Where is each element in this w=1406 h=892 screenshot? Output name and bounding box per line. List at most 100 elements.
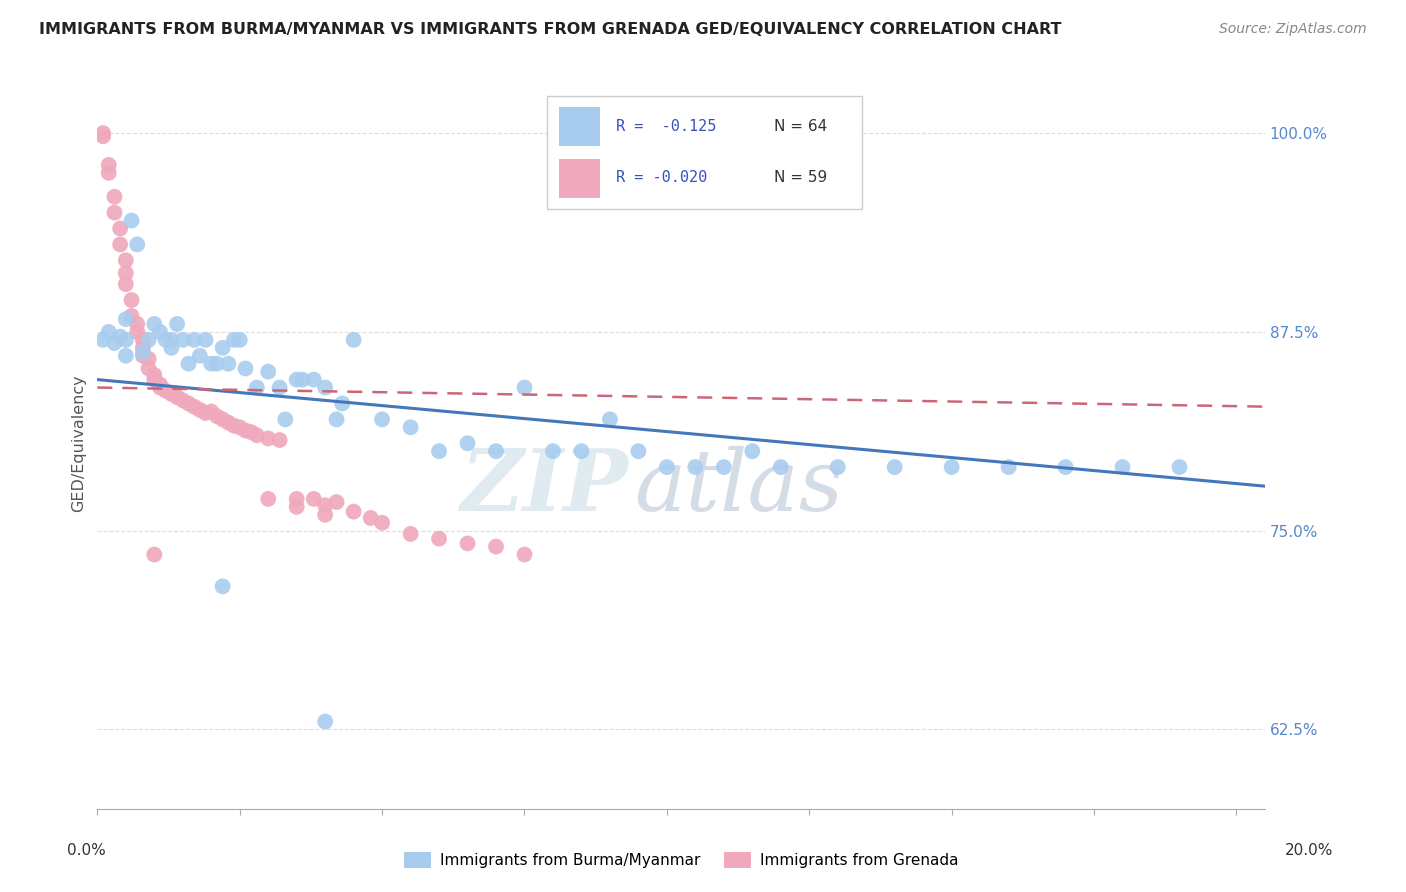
Point	[211, 412, 233, 426]
Point	[166, 390, 188, 404]
Point	[302, 373, 325, 387]
Point	[183, 400, 205, 414]
Point	[314, 714, 336, 729]
Point	[103, 205, 125, 219]
Point	[211, 341, 233, 355]
Point	[127, 317, 149, 331]
Point	[325, 495, 347, 509]
Point	[240, 425, 263, 439]
Point	[188, 349, 211, 363]
Point	[114, 253, 136, 268]
Point	[655, 460, 678, 475]
Point	[103, 190, 125, 204]
Point	[97, 325, 120, 339]
Point	[371, 516, 394, 530]
Point	[343, 333, 366, 347]
Text: 20.0%: 20.0%	[1285, 843, 1333, 858]
Text: IMMIGRANTS FROM BURMA/MYANMAR VS IMMIGRANTS FROM GRENADA GED/EQUIVALENCY CORRELA: IMMIGRANTS FROM BURMA/MYANMAR VS IMMIGRA…	[39, 22, 1062, 37]
Point	[427, 532, 450, 546]
Point	[108, 329, 131, 343]
Point	[685, 460, 707, 475]
Point	[314, 380, 336, 394]
Point	[97, 158, 120, 172]
Point	[114, 333, 136, 347]
Point	[741, 444, 763, 458]
Point	[194, 333, 217, 347]
Point	[138, 333, 160, 347]
Point	[1054, 460, 1077, 475]
Point	[229, 420, 252, 434]
Point	[143, 317, 166, 331]
Point	[302, 491, 325, 506]
Point	[222, 333, 245, 347]
Point	[127, 237, 149, 252]
Point	[205, 357, 228, 371]
Point	[222, 418, 245, 433]
Point	[143, 368, 166, 382]
Point	[91, 126, 114, 140]
Point	[246, 380, 269, 394]
Point	[627, 444, 650, 458]
Point	[172, 333, 194, 347]
Point	[343, 505, 366, 519]
Point	[325, 412, 347, 426]
Point	[285, 491, 308, 506]
Text: Source: ZipAtlas.com: Source: ZipAtlas.com	[1219, 22, 1367, 37]
Point	[160, 341, 183, 355]
Point	[541, 444, 564, 458]
Point	[160, 387, 183, 401]
Point	[91, 129, 114, 144]
Point	[194, 406, 217, 420]
Point	[155, 384, 177, 398]
Point	[121, 293, 143, 307]
Point	[997, 460, 1019, 475]
Point	[132, 333, 155, 347]
Point	[285, 500, 308, 514]
Point	[121, 309, 143, 323]
Point	[257, 432, 280, 446]
Point	[427, 444, 450, 458]
Point	[330, 396, 353, 410]
Point	[217, 416, 239, 430]
Legend: Immigrants from Burma/Myanmar, Immigrants from Grenada: Immigrants from Burma/Myanmar, Immigrant…	[398, 847, 965, 874]
Point	[183, 333, 205, 347]
Point	[121, 213, 143, 227]
Text: ZIP: ZIP	[461, 445, 628, 529]
Point	[399, 527, 422, 541]
Point	[235, 424, 257, 438]
Point	[257, 491, 280, 506]
Point	[274, 412, 297, 426]
Point	[160, 333, 183, 347]
Point	[217, 357, 239, 371]
Point	[138, 351, 160, 366]
Y-axis label: GED/Equivalency: GED/Equivalency	[72, 375, 86, 512]
Point	[257, 365, 280, 379]
Point	[599, 412, 621, 426]
Point	[103, 336, 125, 351]
Point	[108, 221, 131, 235]
Point	[229, 333, 252, 347]
Point	[114, 312, 136, 326]
Point	[177, 396, 200, 410]
Point	[155, 333, 177, 347]
Point	[485, 540, 508, 554]
Point	[883, 460, 905, 475]
Point	[371, 412, 394, 426]
Point	[457, 436, 479, 450]
Point	[457, 536, 479, 550]
Point	[149, 380, 172, 394]
Point	[172, 393, 194, 408]
Text: atlas: atlas	[634, 446, 844, 528]
Point	[108, 237, 131, 252]
Point	[200, 404, 222, 418]
Point	[1168, 460, 1191, 475]
Point	[314, 508, 336, 522]
Point	[769, 460, 792, 475]
Point	[941, 460, 963, 475]
Point	[114, 349, 136, 363]
Point	[149, 377, 172, 392]
Point	[713, 460, 735, 475]
Point	[360, 511, 382, 525]
Point	[246, 428, 269, 442]
Point	[166, 317, 188, 331]
